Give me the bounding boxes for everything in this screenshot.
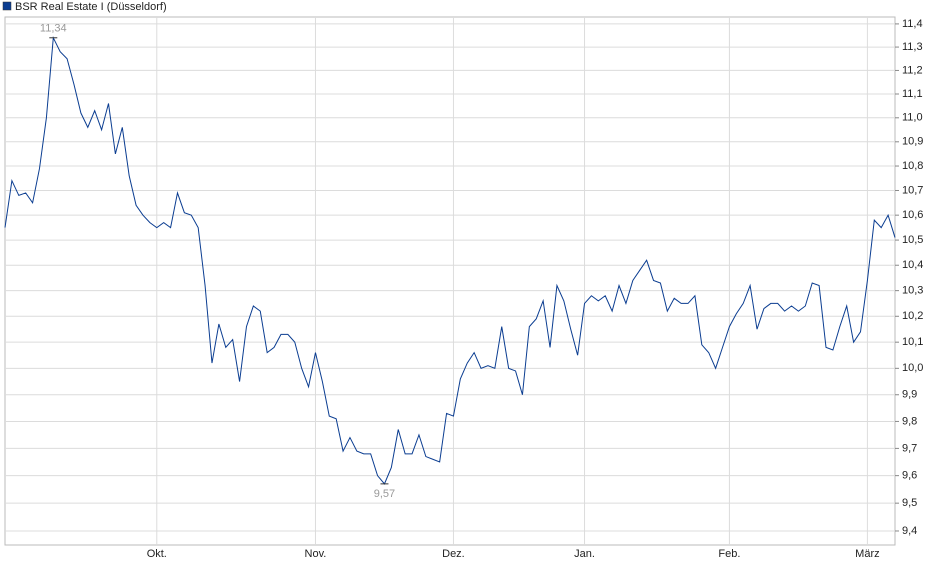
y-tick-label: 10,6 bbox=[902, 209, 923, 221]
x-tick-label: Nov. bbox=[305, 548, 327, 560]
plot-area bbox=[4, 16, 896, 546]
y-tick-label: 10,4 bbox=[902, 259, 923, 271]
extreme-label: 9,57 bbox=[374, 488, 395, 500]
extreme-label: 11,34 bbox=[40, 23, 67, 35]
y-tick-label: 11,0 bbox=[902, 112, 923, 124]
y-tick-label: 9,4 bbox=[902, 525, 917, 537]
y-tick-label: 9,8 bbox=[902, 415, 917, 427]
y-tick-label: 10,8 bbox=[902, 160, 923, 172]
y-tick-label: 9,7 bbox=[902, 442, 917, 454]
y-tick-label: 9,6 bbox=[902, 470, 917, 482]
y-tick-label: 9,9 bbox=[902, 389, 917, 401]
x-tick-label: Jan. bbox=[574, 548, 595, 560]
x-tick-label: März bbox=[855, 548, 879, 560]
y-tick-label: 11,3 bbox=[902, 41, 923, 53]
y-tick-label: 10,1 bbox=[902, 336, 923, 348]
price-line bbox=[4, 35, 896, 485]
legend-swatch bbox=[2, 1, 12, 11]
x-tick-label: Feb. bbox=[718, 548, 740, 560]
y-tick-label: 10,0 bbox=[902, 362, 923, 374]
y-tick-label: 10,7 bbox=[902, 184, 923, 196]
legend-label: BSR Real Estate I (Düsseldorf) bbox=[15, 1, 167, 13]
y-tick-label: 10,9 bbox=[902, 136, 923, 148]
y-tick-label: 9,5 bbox=[902, 497, 917, 509]
x-tick-label: Dez. bbox=[442, 548, 465, 560]
y-tick-label: 10,3 bbox=[902, 285, 923, 297]
y-tick-label: 11,2 bbox=[902, 64, 923, 76]
y-tick-label: 11,1 bbox=[902, 88, 923, 100]
y-tick-label: 10,5 bbox=[902, 234, 923, 246]
x-tick-label: Okt. bbox=[147, 548, 167, 560]
y-tick-label: 10,2 bbox=[902, 310, 923, 322]
y-tick-label: 11,4 bbox=[902, 18, 923, 30]
